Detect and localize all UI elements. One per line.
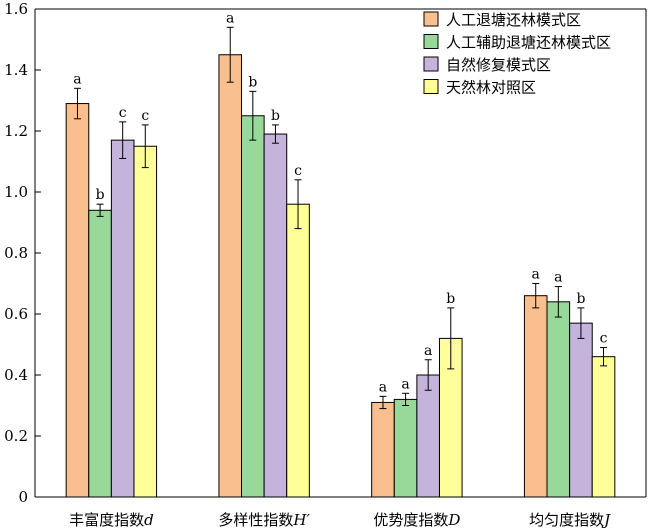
significance-letter: c (294, 163, 302, 179)
significance-letter: b (248, 74, 257, 90)
error-bars-layer (73, 26, 608, 410)
significance-letter: a (226, 10, 234, 26)
significance-letter: b (576, 291, 585, 307)
bar (569, 322, 593, 498)
legend-swatch (423, 56, 439, 72)
significance-letter: c (141, 108, 149, 124)
legend-label: 人工退塘还林模式区 (446, 11, 581, 29)
y-tick-label: 0 (18, 488, 28, 506)
bars-layer (65, 54, 616, 498)
y-tick-label: 1.2 (4, 122, 28, 140)
significance-letter: a (532, 267, 540, 283)
significance-letter: b (96, 187, 105, 203)
bar (523, 295, 548, 498)
bar (110, 139, 135, 498)
y-tick-label: 1.0 (4, 183, 28, 201)
legend-label: 自然修复模式区 (446, 56, 551, 74)
bar (88, 209, 112, 498)
bar (286, 203, 310, 498)
significance-letter: a (73, 71, 81, 87)
legend-swatch (423, 34, 439, 49)
y-tick-label: 0.2 (4, 427, 28, 445)
y-tick-label: 0.6 (4, 305, 28, 323)
significance-letter: b (271, 108, 280, 124)
x-tick-label: 均匀度指数J (529, 511, 611, 529)
legend-label: 天然林对照区 (446, 79, 536, 97)
y-tick-label: 0.8 (4, 244, 28, 262)
legend-swatch (423, 11, 439, 27)
significance-letter: c (119, 105, 127, 121)
bar (263, 133, 288, 498)
bar (591, 356, 616, 498)
y-tick-label: 1.4 (4, 61, 28, 79)
significance-letter: a (554, 270, 562, 286)
y-tick-label: 1.6 (4, 0, 28, 18)
x-tick-label: 优势度指数D (373, 511, 460, 529)
x-tick-label: 多样性指数H′ (218, 511, 310, 529)
x-tick-label: 丰富度指数d (69, 511, 154, 529)
bar (416, 374, 440, 498)
legend-swatch (423, 79, 439, 94)
bar (393, 398, 418, 498)
significance-letter: a (401, 376, 409, 392)
bar (65, 103, 90, 498)
bar (546, 301, 571, 498)
axes: 0 0.2 0.4 0.6 0.8 1.0 1.2 1.4 1.6 丰富度指数d 多样性指数H′ 优势… (4, 0, 647, 529)
significance-letter: b (446, 291, 455, 307)
bar (241, 115, 265, 498)
significance-letter: a (379, 379, 387, 395)
bar (371, 401, 395, 498)
legend-label: 人工辅助退塘还林模式区 (446, 34, 611, 52)
bar (133, 145, 158, 498)
significance-letter: a (424, 343, 432, 359)
bar (218, 54, 243, 498)
y-tick-label: 0.4 (4, 366, 28, 384)
significance-letter: c (600, 331, 608, 347)
